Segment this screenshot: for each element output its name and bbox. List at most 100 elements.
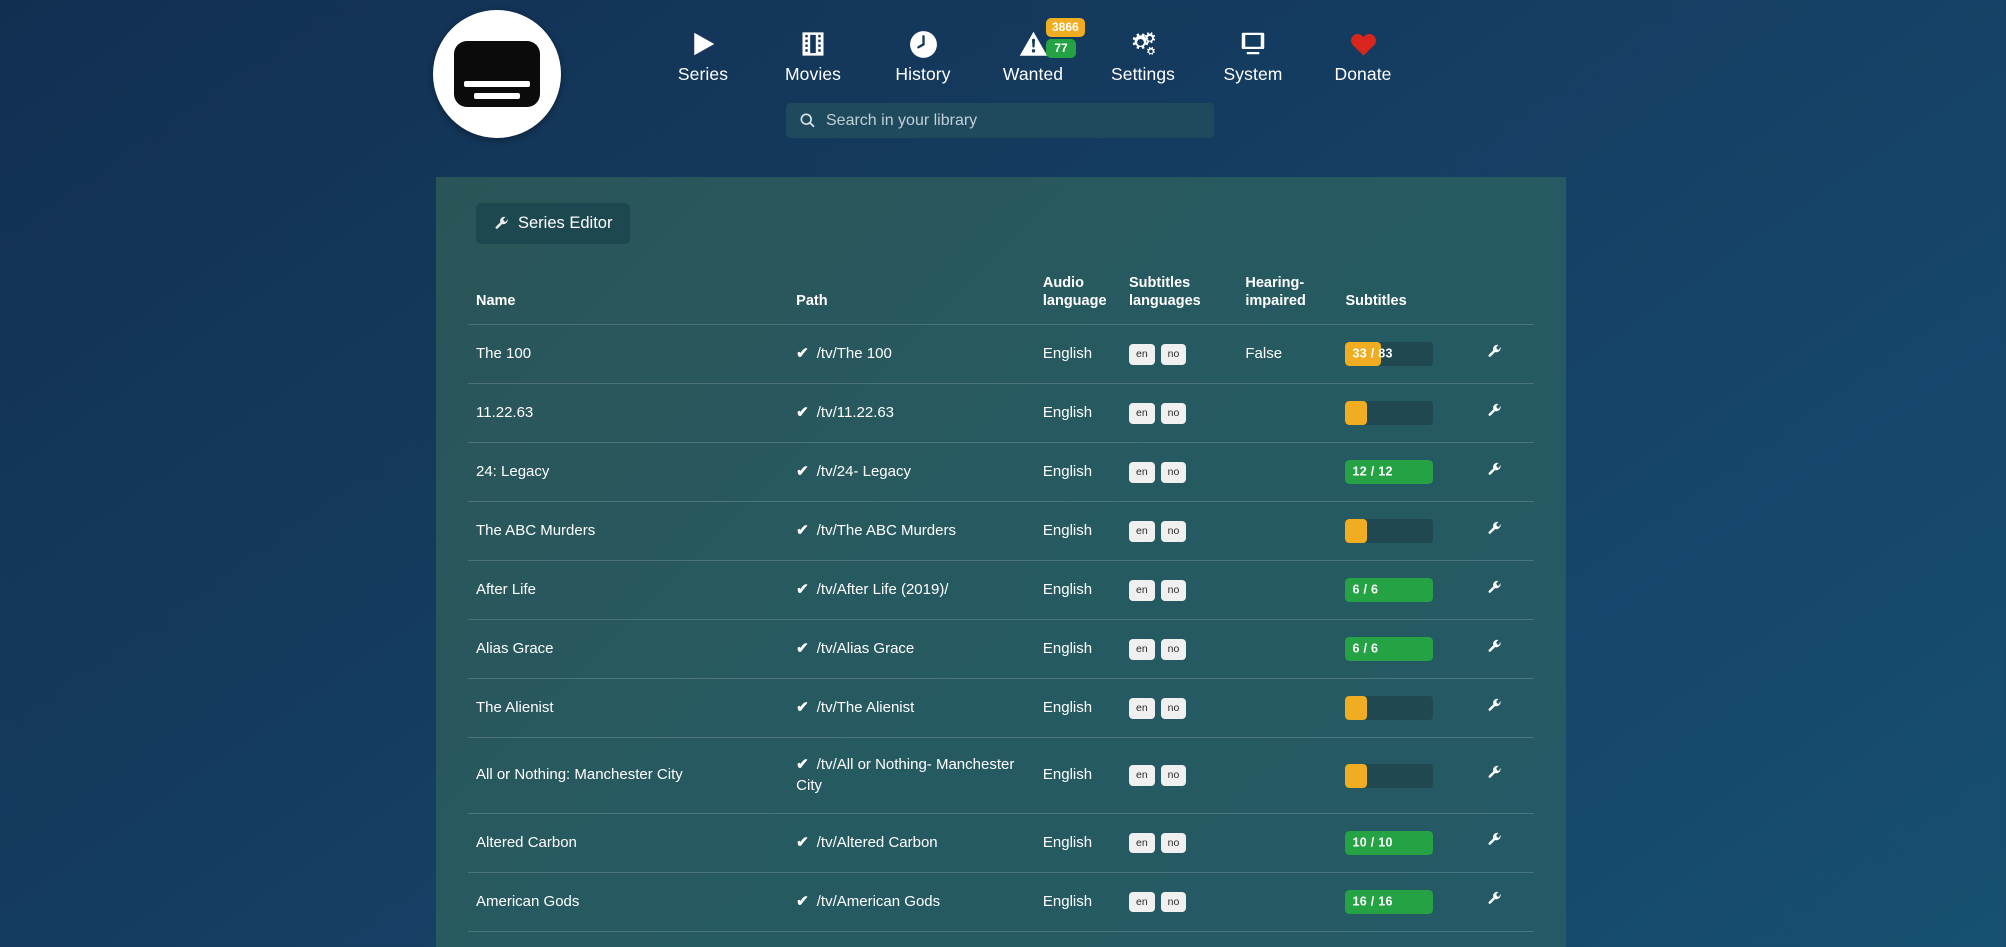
cell-name[interactable]: The Americans (2013) [468, 931, 796, 947]
cell-actions [1487, 561, 1534, 620]
monitor-icon [1198, 22, 1308, 66]
cell-name[interactable]: American Gods [476, 892, 580, 910]
wanted-badge-episodes: 3866 [1046, 18, 1085, 37]
play-icon [648, 22, 758, 66]
nav-item-series[interactable]: Series [648, 18, 758, 85]
cell-audio-language: English [1042, 522, 1093, 540]
row-edit-button[interactable] [1487, 403, 1502, 421]
search-input[interactable] [826, 111, 1202, 130]
column-header-subtitles-languages[interactable]: Subtitles languages [1129, 274, 1245, 325]
cell-path-text: /tv/All or Nothing- Manchester City [796, 756, 1015, 794]
check-icon: ✔ [796, 404, 809, 422]
check-icon: ✔ [796, 640, 809, 658]
language-pill-group: en no [1128, 521, 1245, 542]
language-pill[interactable]: en [1128, 403, 1155, 424]
row-edit-button[interactable] [1487, 891, 1502, 909]
language-pill[interactable]: no [1160, 832, 1187, 853]
row-edit-button[interactable] [1487, 521, 1502, 539]
main-navigation: Series Movies History 3866 77 Wanted [648, 18, 1418, 85]
row-edit-button[interactable] [1487, 580, 1502, 598]
check-icon: ✔ [796, 699, 809, 717]
cell-subtitles: 43 / 75 [1345, 931, 1487, 947]
cell-subtitles: 10 / 10 [1345, 813, 1487, 872]
bazarr-logo[interactable] [433, 10, 561, 138]
row-edit-button[interactable] [1487, 344, 1502, 362]
subtitles-progress-bar: 16 / 16 [1345, 889, 1434, 914]
table-row[interactable]: American Gods ✔ /tv/American Gods English en… [468, 872, 1534, 931]
series-content-panel: Series Editor Name Path Audio language S… [436, 177, 1566, 947]
row-edit-button[interactable] [1487, 832, 1502, 850]
row-edit-button[interactable] [1487, 639, 1502, 657]
row-edit-button[interactable] [1487, 698, 1502, 716]
language-pill[interactable]: no [1160, 403, 1187, 424]
language-pill[interactable]: en [1128, 462, 1155, 483]
table-row[interactable]: The ABC Murders ✔ /tv/The ABC Murders Engli… [468, 501, 1534, 561]
language-pill[interactable]: no [1160, 521, 1187, 542]
language-pill[interactable]: en [1128, 521, 1155, 542]
column-header-hi-line1: Hearing- [1245, 275, 1305, 291]
cell-name[interactable]: 24: Legacy [476, 463, 550, 481]
language-pill[interactable]: no [1160, 639, 1187, 660]
cell-name[interactable]: The 100 [476, 345, 532, 363]
table-row[interactable]: The Americans (2013)✔/tv/The Americans (… [468, 931, 1534, 947]
cell-audio-language: English [1042, 640, 1093, 658]
subtitles-progress-bar [1345, 519, 1434, 544]
language-pill[interactable]: no [1160, 891, 1187, 912]
language-pill[interactable]: en [1128, 832, 1155, 853]
cell-name[interactable]: Alias Grace [476, 640, 554, 658]
language-pill[interactable]: en [1128, 765, 1155, 786]
cell-audio-language: English [1042, 699, 1093, 717]
language-pill[interactable]: en [1128, 344, 1155, 365]
cell-name[interactable]: After Life [476, 581, 537, 599]
series-editor-button[interactable]: Series Editor [476, 203, 631, 244]
nav-item-settings[interactable]: Settings [1088, 18, 1198, 85]
nav-label-movies: Movies [784, 64, 842, 84]
table-row[interactable]: All or Nothing: Manchester City ✔/tv/All … [468, 737, 1534, 814]
table-row[interactable]: After Life ✔ /tv/After Life (2019)/ English… [468, 560, 1534, 620]
column-header-hearing-impaired[interactable]: Hearing- impaired [1245, 274, 1345, 325]
nav-item-movies[interactable]: Movies [758, 18, 868, 85]
language-pill[interactable]: en [1128, 580, 1155, 601]
language-pill-group: en no [1128, 344, 1245, 365]
cell-name[interactable]: Altered Carbon [476, 833, 577, 851]
nav-item-history[interactable]: History [868, 18, 978, 85]
cell-name[interactable]: The ABC Murders [476, 522, 596, 540]
language-pill[interactable]: no [1160, 765, 1187, 786]
row-edit-button[interactable] [1487, 765, 1502, 783]
series-editor-label: Series Editor [518, 214, 613, 232]
cell-name[interactable]: 11.22.63 [476, 404, 534, 422]
cell-name[interactable]: The Alienist [476, 699, 554, 717]
cell-hearing-impaired [1245, 443, 1345, 502]
nav-item-donate[interactable]: Donate [1308, 18, 1418, 85]
row-edit-button[interactable] [1487, 462, 1502, 480]
cell-subtitles: 6 / 6 [1345, 620, 1487, 679]
language-pill[interactable]: en [1128, 891, 1155, 912]
cell-actions [1487, 738, 1534, 814]
table-row[interactable]: Altered Carbon ✔ /tv/Altered Carbon English… [468, 813, 1534, 872]
column-header-audio-language[interactable]: Audio language [1043, 274, 1129, 325]
table-row[interactable]: 11.22.63 ✔ /tv/11.22.63 English en no [468, 383, 1534, 443]
table-row[interactable]: The 100 ✔/tv/The 100 English en no False 33 / … [468, 324, 1534, 384]
nav-item-wanted[interactable]: 3866 77 Wanted [978, 18, 1088, 85]
column-header-name[interactable]: Name [476, 293, 516, 310]
cell-name[interactable]: All or Nothing: Manchester City [476, 766, 683, 784]
cell-audio-language: English [1042, 581, 1093, 599]
table-row[interactable]: 24: Legacy ✔ /tv/24- Legacy English en no 12 /… [468, 442, 1534, 502]
cell-subtitles [1345, 738, 1487, 814]
language-pill[interactable]: no [1160, 462, 1187, 483]
language-pill[interactable]: no [1160, 344, 1187, 365]
check-icon: ✔ [796, 463, 809, 481]
language-pill[interactable]: en [1128, 698, 1155, 719]
subtitles-progress-bar [1345, 401, 1434, 426]
language-pill-group: en no [1128, 698, 1245, 719]
language-pill[interactable]: no [1160, 698, 1187, 719]
language-pill[interactable]: no [1160, 580, 1187, 601]
language-pill[interactable]: en [1128, 639, 1155, 660]
column-header-path[interactable]: Path [796, 293, 828, 310]
nav-item-system[interactable]: System [1198, 18, 1308, 85]
column-header-subtitles[interactable]: Subtitles [1345, 293, 1407, 310]
series-table-head: Name Path Audio language Subtitles langu… [468, 274, 1534, 325]
library-search-bar[interactable] [786, 103, 1214, 138]
table-row[interactable]: The Alienist ✔ /tv/The Alienist English en no [468, 678, 1534, 738]
table-row[interactable]: Alias Grace ✔ /tv/Alias Grace English en no 6 … [468, 619, 1534, 679]
